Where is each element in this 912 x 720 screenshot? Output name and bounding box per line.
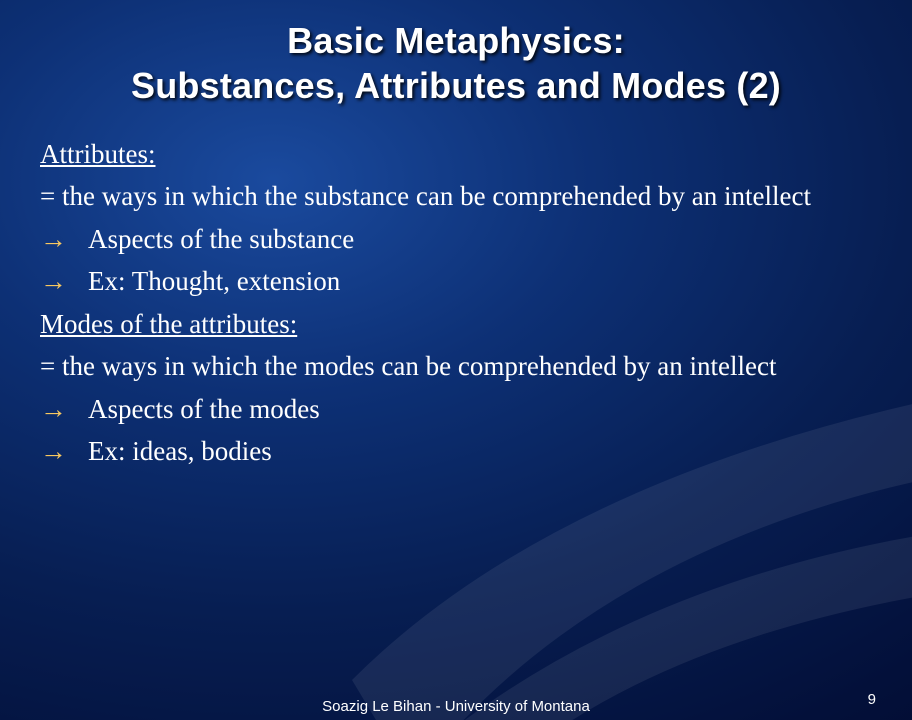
bullet-text: Ex: Thought, extension bbox=[88, 263, 872, 299]
slide-title: Basic Metaphysics: Substances, Attribute… bbox=[40, 18, 872, 108]
slide-body: Attributes: = the ways in which the subs… bbox=[40, 136, 872, 470]
heading-modes: Modes of the attributes: bbox=[40, 306, 872, 342]
page-number: 9 bbox=[868, 691, 876, 708]
bullet-text: Ex: ideas, bodies bbox=[88, 433, 872, 469]
bullet-text: Aspects of the modes bbox=[88, 391, 872, 427]
slide: Basic Metaphysics: Substances, Attribute… bbox=[0, 0, 912, 720]
title-line-1: Basic Metaphysics: bbox=[40, 18, 872, 63]
bullet-ex-ideas: → Ex: ideas, bodies bbox=[40, 433, 872, 469]
title-line-2: Substances, Attributes and Modes (2) bbox=[40, 63, 872, 108]
arrow-icon: → bbox=[40, 391, 88, 427]
arrow-icon: → bbox=[40, 221, 88, 257]
bullet-aspects-modes: → Aspects of the modes bbox=[40, 391, 872, 427]
footer-author: Soazig Le Bihan - University of Montana bbox=[306, 698, 606, 716]
bullet-ex-thought: → Ex: Thought, extension bbox=[40, 263, 872, 299]
bullet-text: Aspects of the substance bbox=[88, 221, 872, 257]
arrow-icon: → bbox=[40, 263, 88, 299]
definition-attributes: = the ways in which the substance can be… bbox=[40, 178, 872, 214]
bullet-aspects-substance: → Aspects of the substance bbox=[40, 221, 872, 257]
heading-attributes: Attributes: bbox=[40, 136, 872, 172]
arrow-icon: → bbox=[40, 433, 88, 469]
definition-modes: = the ways in which the modes can be com… bbox=[40, 348, 872, 384]
